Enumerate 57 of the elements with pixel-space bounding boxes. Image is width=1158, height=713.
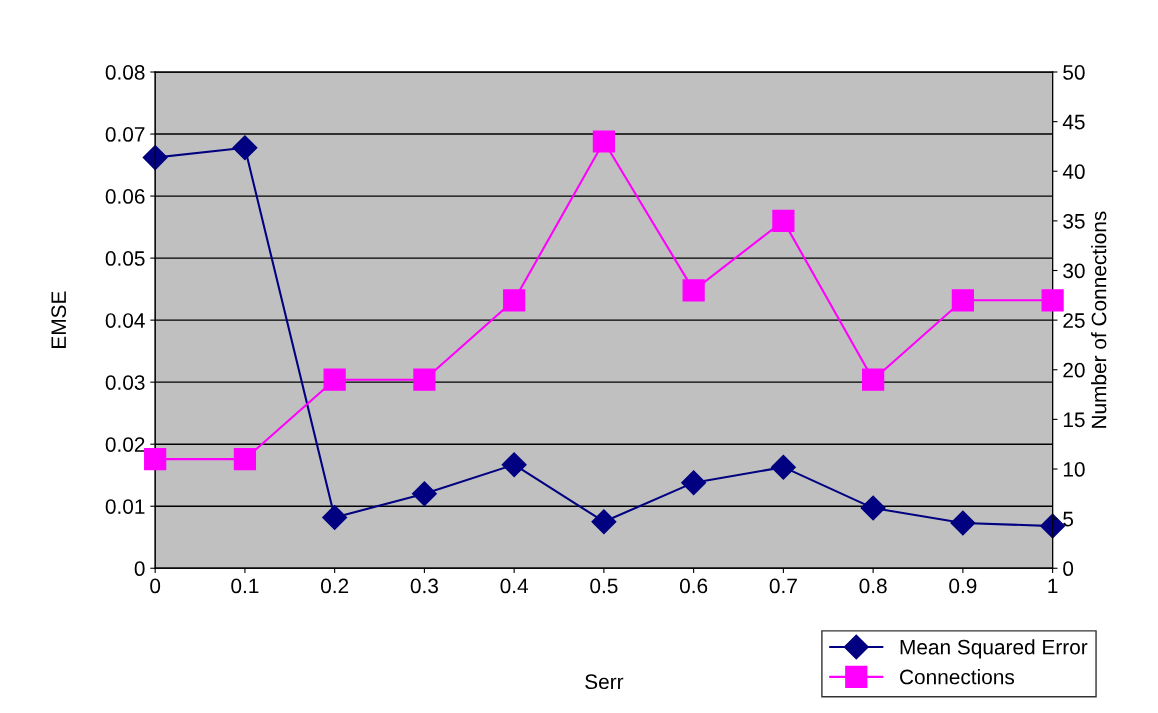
y-tick-label: 0.07 xyxy=(105,127,145,142)
point xyxy=(592,130,616,153)
point xyxy=(681,470,707,496)
x-tick-label: 0.7 xyxy=(769,578,797,594)
point xyxy=(591,509,617,535)
y-tick-label: 0.08 xyxy=(105,65,145,80)
point xyxy=(860,495,886,521)
point xyxy=(950,510,976,536)
point xyxy=(770,454,796,480)
point xyxy=(503,289,526,312)
y2-tick-label: 5 xyxy=(1063,511,1074,527)
y-tick-label: 0.04 xyxy=(105,313,145,328)
x-tick-label: 0.8 xyxy=(859,578,887,594)
y2-axis-title: Number of Connections xyxy=(1091,211,1107,428)
y-tick-label: 0.01 xyxy=(105,499,145,514)
y2-tick-label: 45 xyxy=(1062,114,1085,130)
y2-tick-label: 20 xyxy=(1063,362,1085,378)
point xyxy=(501,452,527,478)
point xyxy=(772,209,795,232)
x-tick-label: 0.5 xyxy=(590,578,618,594)
x-tick-label: 0.2 xyxy=(321,578,349,594)
point xyxy=(411,481,437,507)
x-tick-label: 0.3 xyxy=(410,578,438,594)
y-tick-label: 0.06 xyxy=(105,189,145,204)
y-tick-label: 0.03 xyxy=(105,375,145,390)
point xyxy=(144,447,167,471)
x-tick-label: 1 xyxy=(1048,578,1058,594)
y2-tick-label: 30 xyxy=(1063,263,1085,279)
point xyxy=(1041,289,1064,312)
y2-tick-label: 10 xyxy=(1063,462,1085,477)
y2-tick-label: 0 xyxy=(1063,561,1074,577)
point xyxy=(682,279,705,302)
legend-label: Mean Squared Error xyxy=(900,639,1088,659)
y-tick-label: 0.05 xyxy=(105,251,145,266)
y2-tick-label: 25 xyxy=(1063,313,1085,328)
x-tick-label: 0.9 xyxy=(949,578,977,594)
point xyxy=(413,368,436,391)
x-tick-label: 0.1 xyxy=(231,578,259,594)
y2-tick-label: 50 xyxy=(1063,65,1085,80)
point xyxy=(233,447,257,471)
point xyxy=(862,368,885,391)
y-tick-label: 0 xyxy=(134,561,145,577)
x-tick-label: 0 xyxy=(150,578,161,594)
y2-tick-label: 40 xyxy=(1062,164,1085,180)
y-axis-title: EMSE xyxy=(51,291,67,348)
x-tick-label: 0.6 xyxy=(679,578,708,594)
point xyxy=(232,135,258,161)
y-tick-label: 0.02 xyxy=(105,437,145,452)
x-tick-label: 0.4 xyxy=(500,578,529,594)
point xyxy=(142,145,168,171)
legend-label: Connections xyxy=(900,669,1015,685)
y2-tick-label: 35 xyxy=(1063,213,1085,229)
point xyxy=(323,368,346,391)
x-axis-title: Serr xyxy=(585,674,624,690)
point xyxy=(951,289,974,312)
y2-tick-label: 15 xyxy=(1063,412,1085,428)
point xyxy=(322,504,348,530)
